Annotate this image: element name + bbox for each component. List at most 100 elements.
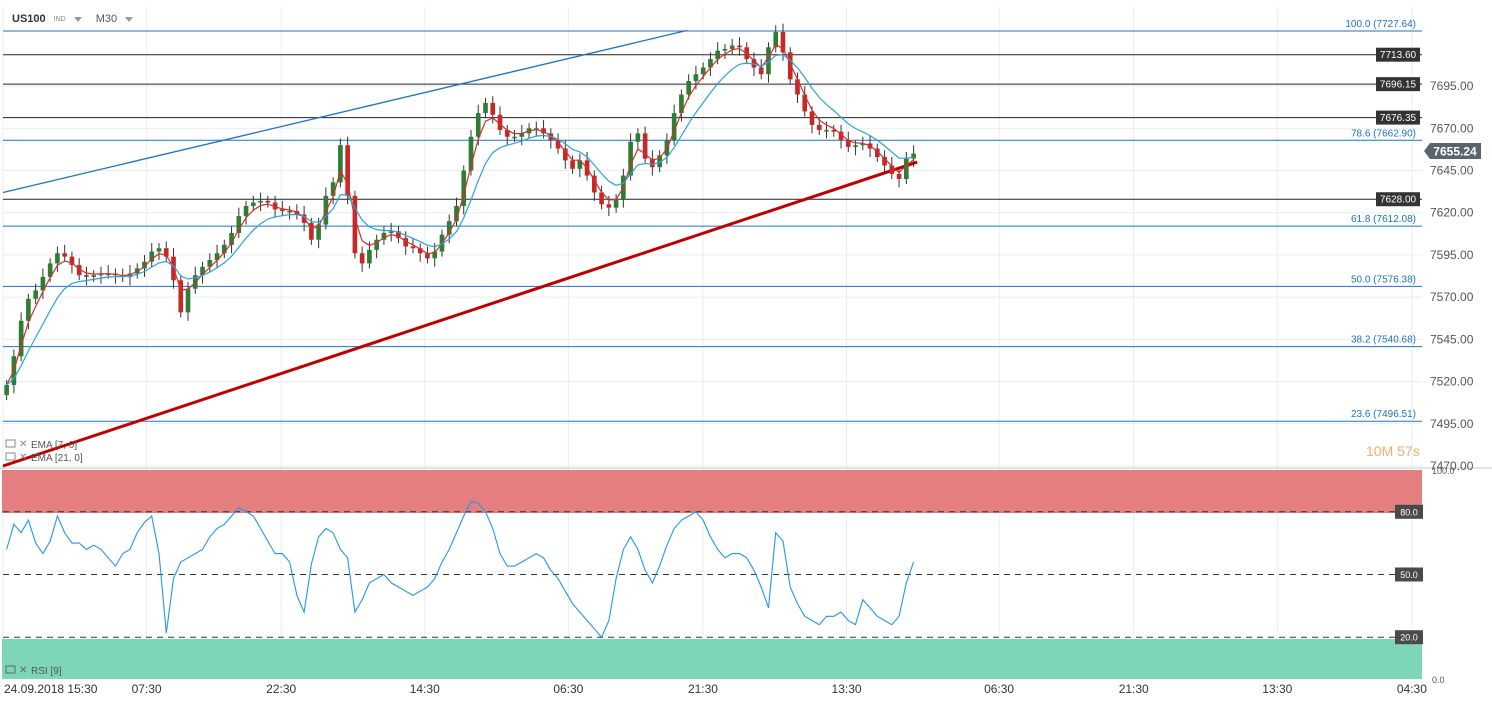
candle-bear (599, 192, 604, 205)
price-tick-label: 7695.00 (1430, 79, 1474, 93)
candle-bear (280, 209, 285, 212)
candle-bull (316, 224, 321, 240)
candle-bull (700, 67, 706, 75)
support-trendline (2, 160, 918, 468)
candle-bear (272, 202, 278, 210)
price-tick-label: 7595.00 (1430, 248, 1474, 262)
candle-bull (156, 248, 162, 252)
close-icon[interactable]: ✕ (19, 665, 27, 676)
candle-bull (338, 145, 343, 183)
candle-bull (577, 160, 583, 169)
horizontal-levels: 7713.60 7696.15 7676.35 7628.00 (3, 47, 1422, 207)
candle-bull (613, 199, 619, 208)
candle-bear (62, 253, 67, 257)
price-level-tag (1376, 77, 1420, 92)
candle-bull (91, 275, 97, 277)
price-level-tag (1376, 192, 1420, 207)
timeframe-selector[interactable]: M30 (95, 13, 118, 25)
rsi-legend: RSI [9] (31, 666, 62, 677)
candle-bear (896, 173, 902, 179)
settings-icon[interactable] (5, 452, 16, 461)
candle-bear (831, 129, 837, 132)
candle-bull (47, 263, 53, 277)
candle-bear (352, 195, 358, 254)
instrument-header: US100 IND M30 (12, 9, 134, 29)
settings-icon[interactable] (5, 439, 16, 448)
current-price-label: 7655.24 (1433, 145, 1477, 159)
price-level-label: 7676.35 (1380, 113, 1417, 124)
candle-bull (40, 276, 46, 291)
time-tick-label: 24.09.2018 15:30 (4, 682, 98, 696)
candle-bear (403, 238, 409, 247)
candle-bull (766, 47, 771, 75)
candle-bear (425, 253, 430, 259)
candle-bull (454, 205, 459, 222)
current-price-tag (1424, 143, 1481, 159)
candle-bull (715, 50, 721, 60)
candle-bull (26, 298, 31, 321)
candle-bull (55, 253, 60, 264)
rsi-level-label: 50.0 (1400, 570, 1418, 580)
rsi-level-label: 80.0 (1400, 507, 1418, 517)
time-tick-label: 22:30 (266, 682, 296, 696)
candle-bear (265, 200, 271, 203)
candle-bull (287, 211, 292, 213)
grid-lines (2, 7, 1422, 679)
candle-bull (18, 320, 24, 357)
candle-bull (381, 232, 387, 240)
candle-bull (693, 74, 699, 82)
symbol-dropdown-chevron-down-icon[interactable] (73, 16, 82, 22)
settings-icon[interactable] (5, 665, 16, 674)
candle-bear (301, 214, 307, 223)
candle-bull (671, 113, 677, 141)
candles (4, 23, 916, 401)
candle-bear (396, 231, 401, 239)
candle-bull (229, 232, 234, 245)
price-tick-label: 7495.00 (1430, 417, 1474, 431)
candle-bull (461, 170, 467, 206)
price-tick-label: 7570.00 (1430, 290, 1474, 304)
candle-bull (519, 133, 525, 137)
current-price-marker: 7655.24 (1424, 143, 1481, 159)
candle-bull (483, 102, 488, 114)
candle-bull (367, 249, 372, 264)
candle-bull (824, 129, 829, 132)
close-icon[interactable]: ✕ (19, 452, 27, 463)
rsi-tick-label: 100.0 (1432, 466, 1455, 476)
rsi-overbought-zone (2, 470, 1422, 513)
candle-bull (33, 290, 38, 299)
candle-bull (200, 266, 205, 276)
candle-bear (838, 131, 844, 141)
candle-bull (142, 261, 147, 269)
candle-bull (860, 143, 866, 146)
close-icon[interactable]: ✕ (19, 439, 27, 450)
price-tick-label: 7520.00 (1430, 375, 1474, 389)
candle-bear (76, 265, 82, 276)
trendlines (2, 29, 918, 468)
candle-bull (214, 253, 220, 261)
fib-label: 23.6 (7496.51) (1351, 409, 1416, 420)
time-tick-label: 21:30 (688, 682, 718, 696)
candle-bear (178, 280, 184, 313)
price-tick-label: 7620.00 (1430, 206, 1474, 220)
instrument-type-tag: IND (53, 15, 66, 23)
time-tick-label: 13:30 (832, 682, 862, 696)
time-tick-label: 04:30 (1397, 682, 1427, 696)
ema-fast-legend: EMA [7, 0] (31, 440, 77, 451)
candle-bull (432, 251, 438, 259)
candle-bear (845, 140, 851, 147)
fib-label: 100.0 (7727.64) (1345, 19, 1416, 30)
candle-bear (816, 124, 822, 130)
candle-bull (221, 244, 227, 254)
candle-bear (809, 111, 815, 125)
price-level-tag (1376, 110, 1420, 125)
fib-label: 50.0 (7576.38) (1351, 274, 1416, 285)
candle-bull (773, 32, 779, 48)
candle-bear (570, 160, 575, 169)
price-tick-label: 7470.00 (1430, 459, 1474, 473)
candle-bull (388, 231, 394, 233)
candle-bear (504, 129, 510, 137)
candle-bear (490, 102, 496, 115)
timeframe-dropdown-chevron-down-icon[interactable] (125, 16, 134, 22)
